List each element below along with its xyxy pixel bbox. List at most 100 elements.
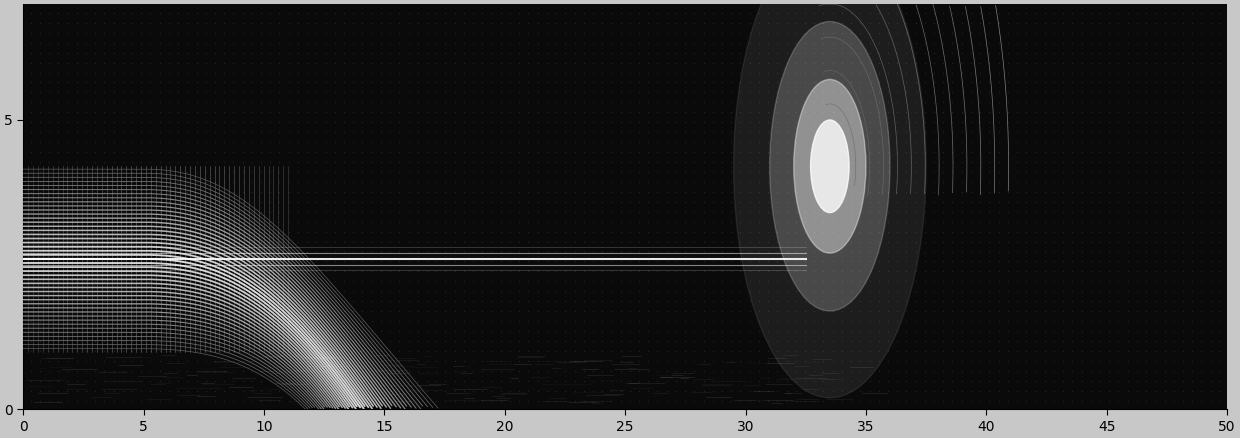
Point bbox=[233, 39, 253, 46]
Point bbox=[1090, 198, 1110, 205]
Point bbox=[57, 19, 77, 26]
Point bbox=[464, 89, 484, 96]
Point bbox=[768, 268, 787, 275]
Point bbox=[546, 198, 565, 205]
Point bbox=[352, 109, 372, 116]
Point bbox=[381, 19, 401, 26]
Point bbox=[371, 109, 391, 116]
Point bbox=[21, 69, 41, 76]
Point bbox=[786, 9, 806, 16]
Point bbox=[122, 278, 141, 285]
Point bbox=[878, 169, 898, 176]
Point bbox=[408, 89, 428, 96]
Point bbox=[260, 159, 280, 166]
Point bbox=[676, 139, 696, 146]
Point bbox=[67, 387, 87, 394]
Point bbox=[352, 338, 372, 345]
Point bbox=[381, 198, 401, 205]
Point bbox=[730, 129, 750, 136]
Point bbox=[408, 397, 428, 404]
Point bbox=[76, 218, 95, 225]
Point bbox=[57, 258, 77, 265]
Point bbox=[242, 228, 262, 235]
Point bbox=[1071, 99, 1091, 106]
Point bbox=[693, 49, 713, 56]
Point bbox=[878, 387, 898, 394]
Point bbox=[491, 79, 511, 86]
Point bbox=[1071, 367, 1091, 374]
Point bbox=[1192, 378, 1211, 385]
Point bbox=[749, 278, 769, 285]
Point bbox=[21, 218, 41, 225]
Point bbox=[905, 338, 925, 345]
Point bbox=[113, 298, 133, 305]
Point bbox=[1034, 278, 1054, 285]
Point bbox=[915, 159, 935, 166]
Point bbox=[897, 338, 916, 345]
Point bbox=[546, 69, 565, 76]
Point bbox=[1154, 288, 1174, 295]
Point bbox=[776, 387, 796, 394]
Point bbox=[942, 9, 962, 16]
Point bbox=[657, 238, 677, 245]
Point bbox=[445, 367, 465, 374]
Point bbox=[1081, 288, 1101, 295]
Point bbox=[813, 288, 833, 295]
Point bbox=[722, 39, 742, 46]
Point bbox=[1182, 218, 1202, 225]
Point bbox=[768, 178, 787, 185]
Point bbox=[1127, 308, 1147, 315]
Point bbox=[722, 198, 742, 205]
Point bbox=[556, 268, 575, 275]
Point bbox=[859, 159, 879, 166]
Point bbox=[435, 69, 455, 76]
Point bbox=[40, 109, 60, 116]
Point bbox=[620, 228, 640, 235]
Point bbox=[131, 198, 151, 205]
Point bbox=[620, 308, 640, 315]
Point bbox=[1034, 218, 1054, 225]
Point bbox=[252, 397, 272, 404]
Point bbox=[813, 89, 833, 96]
Point bbox=[556, 148, 575, 155]
Point bbox=[325, 308, 345, 315]
Point bbox=[859, 188, 879, 195]
Point bbox=[730, 357, 750, 364]
Point bbox=[113, 397, 133, 404]
Point bbox=[352, 89, 372, 96]
Point bbox=[1117, 39, 1137, 46]
Point bbox=[352, 318, 372, 325]
Point bbox=[1017, 278, 1037, 285]
Point bbox=[639, 208, 658, 215]
Point bbox=[1146, 119, 1166, 126]
Point bbox=[215, 397, 234, 404]
Point bbox=[593, 258, 613, 265]
Point bbox=[1007, 29, 1027, 36]
Point bbox=[215, 79, 234, 86]
Point bbox=[40, 248, 60, 255]
Point bbox=[260, 79, 280, 86]
Point bbox=[169, 59, 188, 66]
Point bbox=[915, 39, 935, 46]
Point bbox=[897, 178, 916, 185]
Point bbox=[306, 29, 326, 36]
Point bbox=[998, 387, 1018, 394]
Point bbox=[435, 387, 455, 394]
Point bbox=[703, 139, 723, 146]
Point bbox=[657, 258, 677, 265]
Point bbox=[1081, 308, 1101, 315]
Point bbox=[970, 347, 990, 354]
Point bbox=[316, 367, 336, 374]
Point bbox=[381, 238, 401, 245]
Point bbox=[795, 258, 815, 265]
Point bbox=[1136, 49, 1156, 56]
Point bbox=[813, 109, 833, 116]
Point bbox=[1081, 278, 1101, 285]
Point bbox=[500, 357, 520, 364]
Point bbox=[851, 19, 870, 26]
Point bbox=[684, 258, 704, 265]
Point bbox=[40, 367, 60, 374]
Point bbox=[1127, 9, 1147, 16]
Point bbox=[427, 188, 446, 195]
Point bbox=[1127, 357, 1147, 364]
